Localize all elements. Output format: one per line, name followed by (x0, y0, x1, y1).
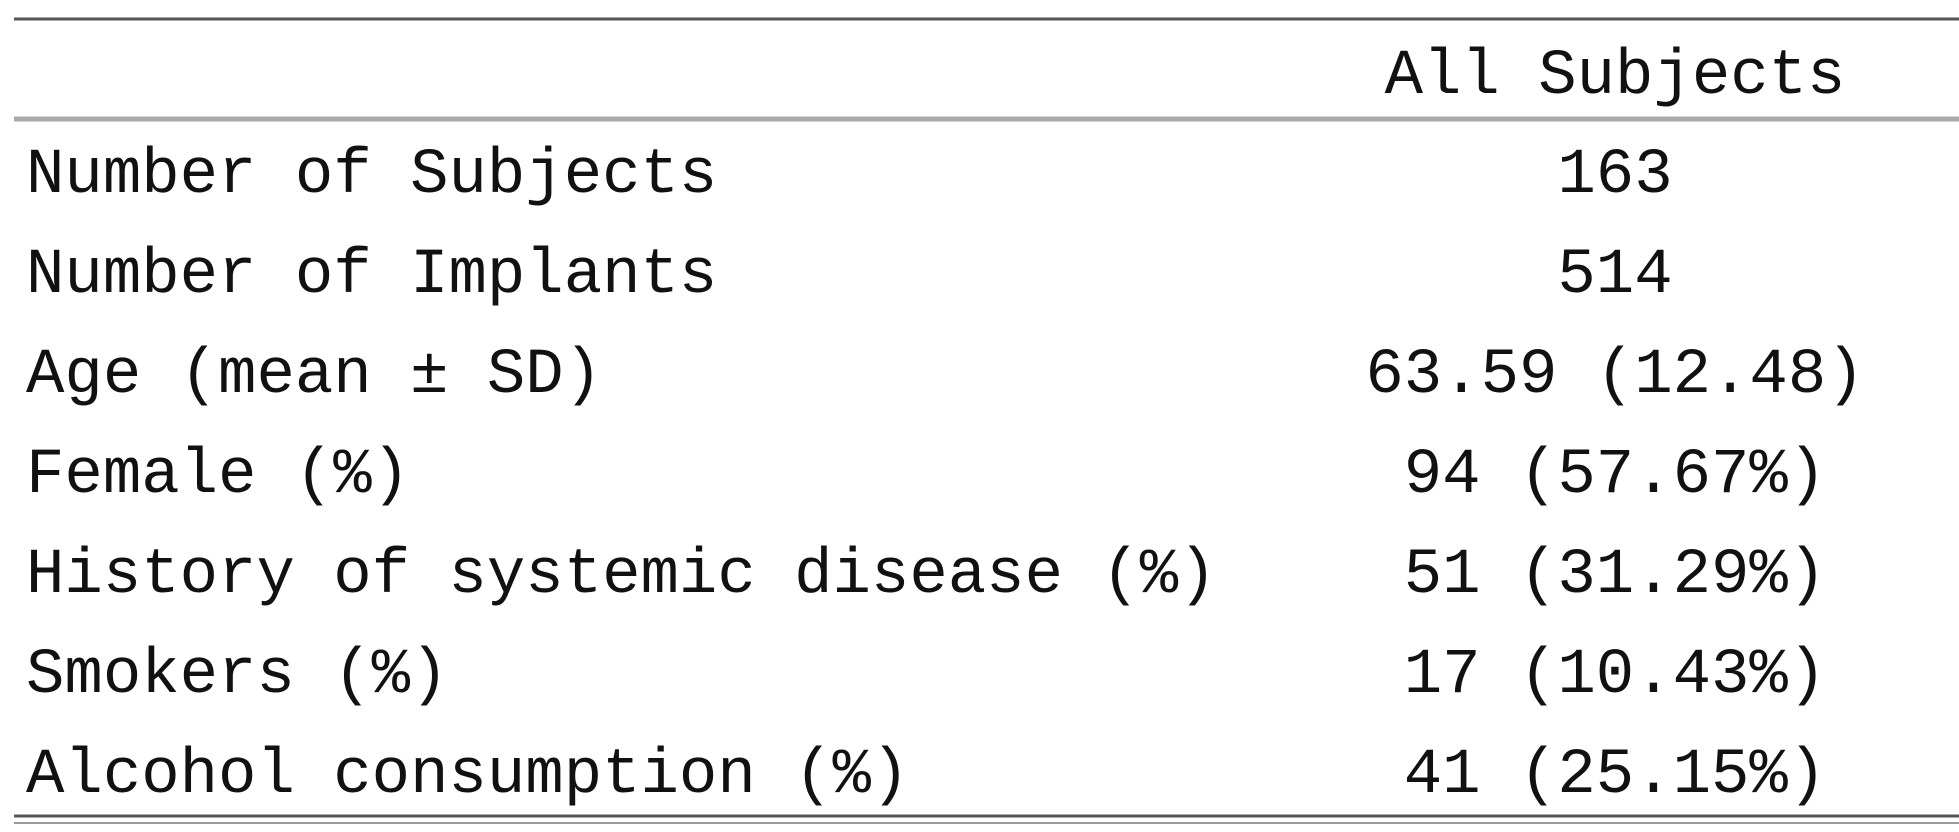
row-value: 41 (25.15%) (1404, 740, 1826, 812)
row-label: Female (%) (26, 440, 410, 512)
row-label: Alcohol consumption (%) (26, 740, 909, 812)
row-label: History of systemic disease (%) (26, 540, 1217, 612)
row-label: Age (mean ± SD) (26, 340, 602, 412)
row-value: 163 (1557, 140, 1672, 212)
row-label: Number of Implants (26, 240, 717, 312)
column-header: All Subjects (1385, 41, 1846, 113)
row-value: 51 (31.29%) (1404, 540, 1826, 612)
row-value: 63.59 (12.48) (1365, 340, 1864, 412)
row-value: 17 (10.43%) (1404, 640, 1826, 712)
row-value: 514 (1557, 240, 1672, 312)
row-label: Number of Subjects (26, 140, 717, 212)
row-value: 94 (57.67%) (1404, 440, 1826, 512)
row-label: Smokers (%) (26, 640, 448, 712)
